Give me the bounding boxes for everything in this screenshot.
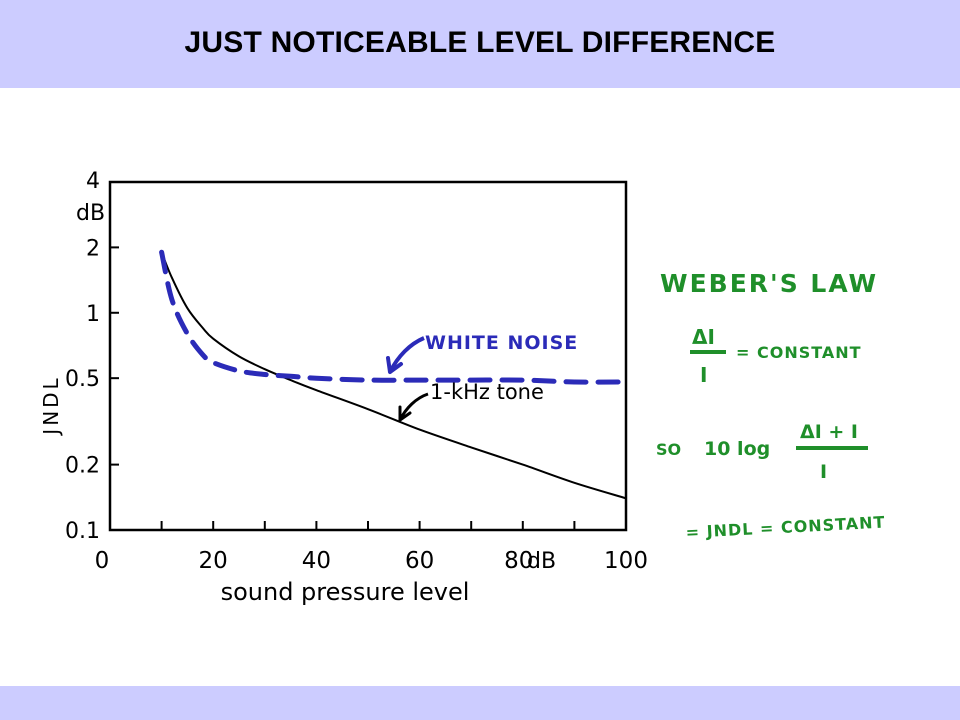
series-line-1khz-tone [160, 251, 627, 500]
x-tick-label: 60 [405, 548, 434, 574]
x-tick-label: 0 [95, 548, 110, 574]
so-text: SO [656, 440, 681, 459]
tone-label: 1-kHz tone [430, 380, 544, 404]
x-unit-label: dB [527, 549, 556, 574]
tone-arrowhead [398, 405, 412, 422]
x-tick-labels: 0 20 40 60 80 100 [95, 548, 648, 574]
white-noise-arrowhead [386, 356, 403, 374]
y-tick-label: 0.1 [65, 519, 100, 544]
y-tick-label: 0.5 [65, 367, 100, 392]
y-tick-labels: 0.1 0.2 0.5 1 2 4 [65, 169, 100, 544]
footer-band [0, 686, 960, 720]
fraction-numerator-delta-i-plus-i: ΔI + I [800, 421, 858, 443]
plot-frame [108, 180, 628, 532]
ten-log-text: 10 log [704, 438, 770, 460]
x-tick-label: 100 [604, 548, 648, 574]
tick-marks [110, 246, 576, 530]
x-tick-label: 80 [504, 548, 533, 574]
y-tick-label: 1 [86, 302, 100, 327]
jndl-constant-line: = JNDL = CONSTANT [685, 513, 886, 542]
x-tick-label: 20 [199, 548, 228, 574]
series-line-white-noise [159, 249, 629, 385]
fraction-numerator-delta-i: ΔI [692, 325, 715, 349]
fraction-denominator-i: I [700, 363, 707, 387]
fraction-denominator-i-2: I [820, 461, 827, 483]
webers-law-notes: WEBER'S LAW ΔI I = CONSTANT SO 10 log ΔI… [656, 269, 886, 542]
equals-constant: = CONSTANT [736, 343, 862, 362]
y-axis-title: JNDL [39, 375, 63, 436]
y-tick-label: 2 [86, 236, 100, 261]
webers-law-heading: WEBER'S LAW [660, 269, 878, 298]
slide-title: JUST NOTICEABLE LEVEL DIFFERENCE [184, 26, 776, 59]
y-tick-label: 0.2 [65, 454, 100, 479]
x-axis-title: sound pressure level [221, 578, 470, 606]
white-noise-label: WHITE NOISE [425, 332, 578, 354]
y-unit-label: dB [76, 201, 105, 226]
y-tick-label: 4 [86, 169, 100, 194]
title-band [0, 0, 960, 88]
x-tick-label: 40 [302, 548, 331, 574]
